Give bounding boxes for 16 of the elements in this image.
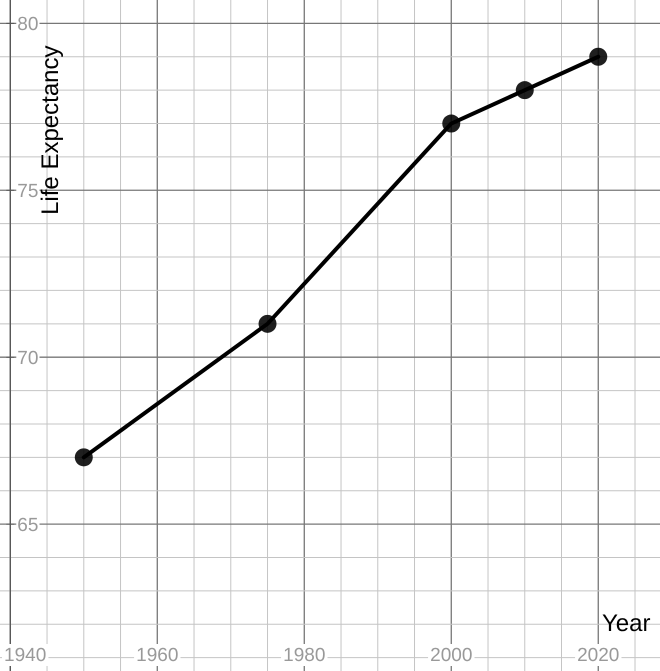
point [516,81,534,100]
point [589,48,608,66]
y-axis-title: Life Expectancy [37,45,64,215]
point [74,448,93,466]
y-tick-label: 70 [17,348,38,369]
x-tick-label: 2000 [430,645,472,666]
x-tick-label: 1980 [283,645,326,666]
y-tick-label: 65 [17,514,38,536]
x-axis-title: Year [602,610,650,637]
point [442,114,460,133]
point [258,314,277,333]
x-tick-label: 1940 [4,645,46,666]
x-tick-label: 2020 [577,645,620,666]
y-tick-label: 80 [17,14,38,36]
x-tick-label: 1960 [136,645,178,666]
y-tick-label: 75 [17,180,38,202]
